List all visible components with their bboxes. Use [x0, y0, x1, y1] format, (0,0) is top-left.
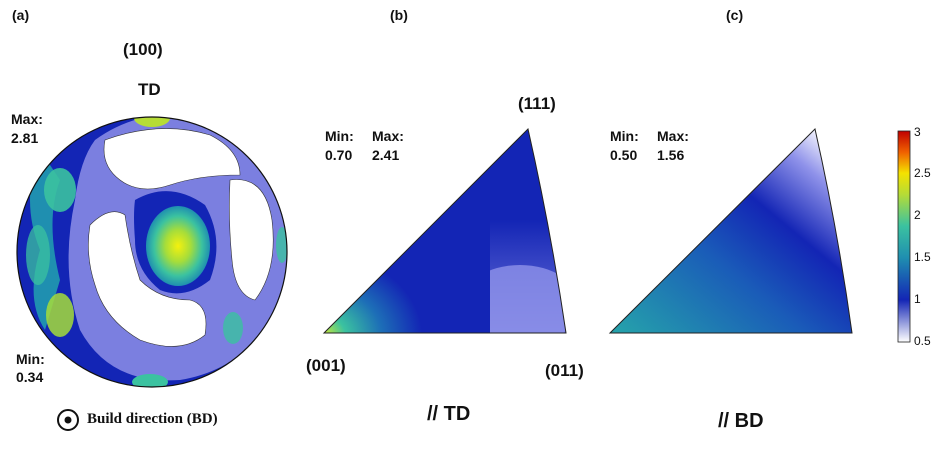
low-density-region: [229, 179, 274, 301]
ipf-td-min-value: 0.70: [325, 147, 353, 163]
ipf-bd-max-value: 1.56: [657, 147, 685, 163]
pole-figure-min-label: Min:: [16, 351, 45, 367]
pole-figure: [16, 116, 288, 431]
ipf-td-outline: [322, 128, 567, 334]
ipf-bd-max-label: Max:: [657, 128, 689, 144]
colorbar-tick: 1.5: [914, 250, 931, 264]
ipf-bd-min-label: Min:: [610, 128, 639, 144]
ipf-bd: [608, 128, 853, 334]
build-direction-legend: Build direction (BD): [87, 411, 218, 427]
pole-figure-max-label: Max:: [11, 111, 43, 127]
density-spot: [276, 227, 287, 263]
colorbar-tick: 2.5: [914, 166, 931, 180]
ipf-td-max-value: 2.41: [372, 147, 400, 163]
low-density-region: [103, 128, 241, 190]
colorbar-tick: 0.5: [914, 334, 931, 348]
density-spot: [26, 225, 50, 285]
panel-b-label: (b): [390, 7, 408, 23]
pole-figure-outline: [16, 116, 288, 388]
pole-figure-direction: TD: [138, 80, 161, 99]
pole-figure-max-value: 2.81: [11, 130, 39, 146]
colorbar-gradient: [897, 130, 911, 343]
panel-a-label: (a): [12, 7, 30, 23]
colorbar-tick: 1: [914, 292, 921, 306]
panel-c-label: (c): [726, 7, 744, 23]
ipf-td-max-label: Max:: [372, 128, 404, 144]
colorbar: [897, 130, 911, 343]
density-spot: [223, 312, 243, 344]
ipf-td-min-label: Min:: [325, 128, 354, 144]
pole-figure-min-value: 0.34: [16, 369, 44, 385]
density-spot: [134, 117, 170, 127]
corner-011: (011): [545, 361, 584, 380]
ipf-bd-min-value: 0.50: [610, 147, 638, 163]
high-density-peak: [146, 206, 210, 286]
pole-figure-plane: (100): [123, 40, 163, 59]
colorbar-tick: 2: [914, 208, 921, 222]
ipf-td: [322, 128, 567, 334]
colorbar-tick: 3: [914, 125, 921, 139]
ipf-bd-caption: // BD: [718, 410, 764, 432]
corner-001: (001): [306, 356, 346, 375]
ipf-td-caption: // TD: [427, 403, 471, 425]
bd-symbol-icon: [57, 409, 79, 431]
density-spot: [46, 293, 74, 337]
low-density-region: [88, 211, 207, 347]
density-spot: [44, 168, 76, 212]
ipf-bd-outline: [608, 128, 853, 334]
bd-symbol-dot-icon: [64, 416, 72, 424]
density-spot: [132, 374, 168, 387]
corner-111: (111): [518, 94, 556, 113]
